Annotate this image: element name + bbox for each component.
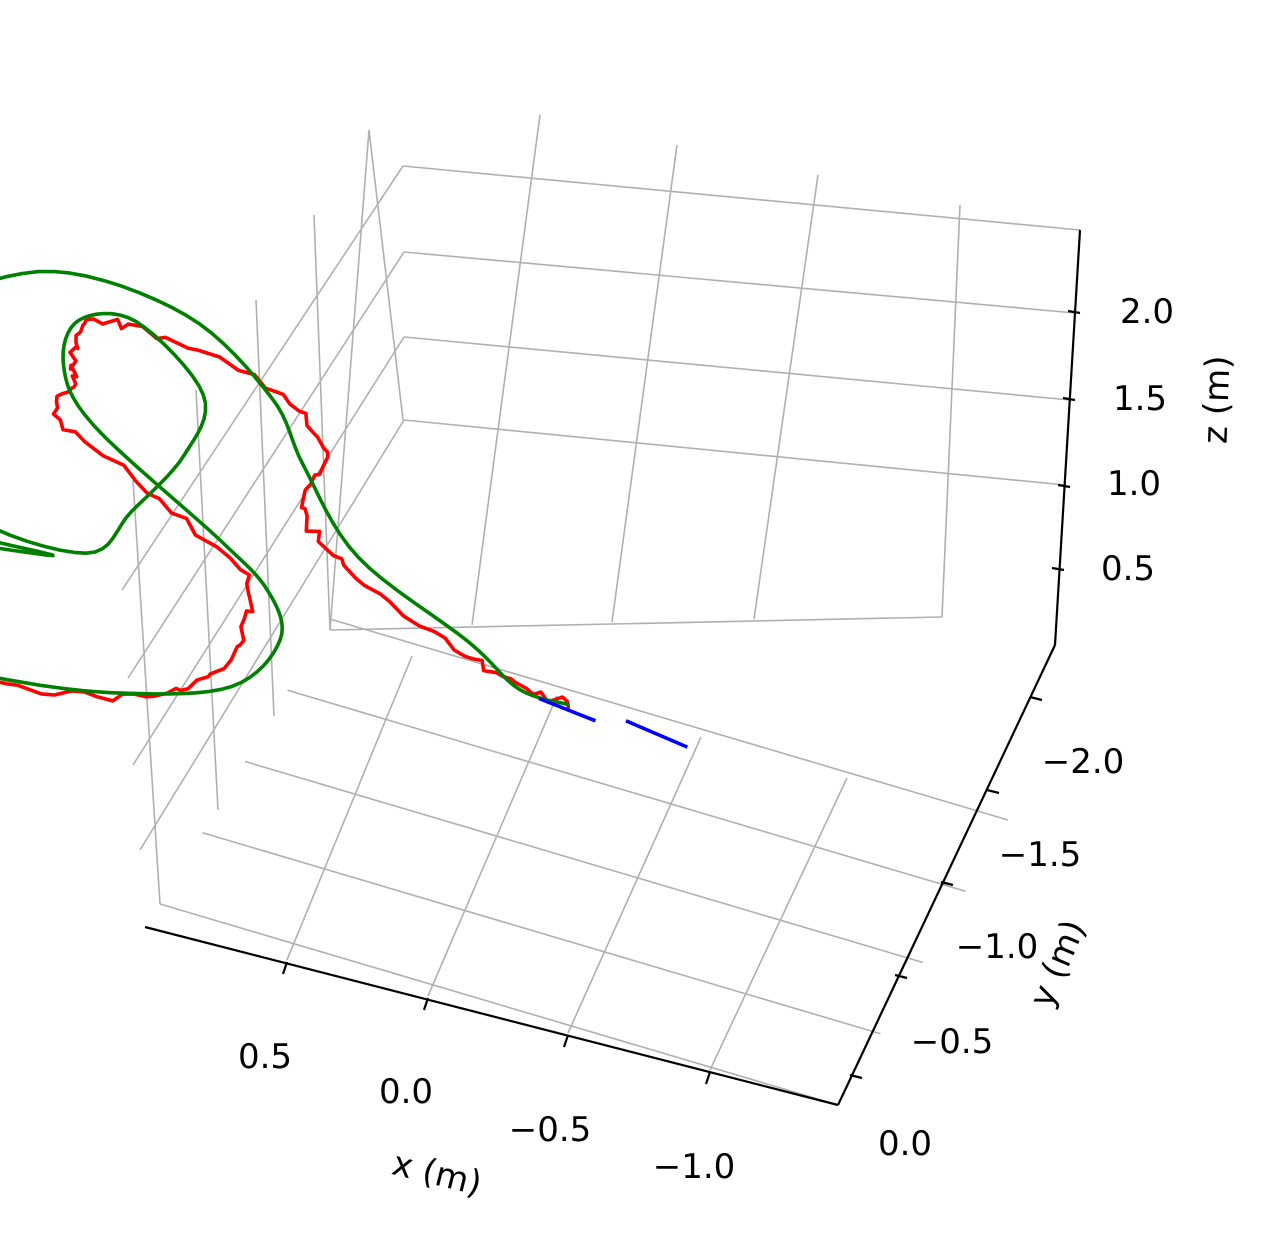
z-tick-label: 1.5 — [1113, 379, 1167, 419]
grid-line-side-horizontal — [139, 419, 405, 851]
grid-line-side-vertical — [255, 299, 275, 717]
y-tick-mark — [894, 973, 908, 980]
x-tick-mark — [562, 1034, 570, 1048]
grid-line-floor-x — [159, 903, 839, 1106]
grid-line-floor-x — [329, 618, 1009, 821]
grid-line-floor-y — [567, 736, 702, 1034]
x-tick-mark — [704, 1071, 712, 1085]
grid — [121, 114, 1081, 1106]
trajectory-series — [0, 269, 689, 749]
grid-line-back-horizontal — [403, 336, 1071, 401]
grid-line-back-horizontal — [402, 165, 1081, 231]
y-tick-label: −2.0 — [1042, 742, 1125, 782]
y-tick-mark — [1029, 695, 1043, 702]
grid-line-side-horizontal — [132, 336, 405, 766]
grid-line-back-horizontal — [403, 419, 1066, 486]
grid-line-floor-y — [709, 777, 848, 1071]
x-tick-label: −1.0 — [653, 1147, 736, 1187]
z-tick-mark — [1051, 566, 1065, 572]
x-tick-mark — [422, 997, 430, 1011]
trajectory-line-2 — [0, 269, 570, 707]
x-tick-label: 0.0 — [379, 1072, 433, 1112]
z-axis-line — [1053, 229, 1082, 646]
x-tick-label: −0.5 — [509, 1110, 592, 1150]
grid-line-floor-y — [286, 655, 413, 961]
grid-line-floor-x — [244, 760, 924, 964]
grid-line-back-vertical — [471, 114, 541, 626]
ticks: 0.5 0.0 −0.5 −1.0 −2.0 −1.5 −1.0 −0.5 0.0 2.0 1.5 1… — [238, 292, 1174, 1187]
x-tick-label: 0.5 — [238, 1037, 292, 1077]
grid-line-back-horizontal — [329, 616, 943, 631]
trajectory-line-1 — [0, 317, 571, 709]
grid-line-floor-x — [202, 831, 881, 1035]
trajectory-line-3 — [538, 696, 597, 723]
y-axis-line — [837, 644, 1056, 1106]
grid-line-back-horizontal — [403, 251, 1076, 314]
grid-line-back-vertical — [941, 204, 961, 618]
y-tick-mark — [940, 880, 954, 887]
axes — [144, 229, 1082, 1107]
x-axis-label: x (m) — [388, 1144, 486, 1205]
z-tick-mark — [1067, 309, 1081, 315]
grid-line-side-vertical — [313, 214, 331, 631]
z-axis-label: z (m) — [1195, 355, 1238, 445]
z-tick-label: 2.0 — [1120, 292, 1174, 332]
grid-line-back-vertical — [329, 129, 370, 631]
grid-line-side-horizontal — [127, 251, 405, 679]
grid-line-side-vertical — [195, 389, 219, 811]
grid-line-side-horizontal — [121, 165, 404, 591]
grid-line-side-vertical — [368, 129, 404, 421]
y-tick-mark — [849, 1073, 863, 1080]
grid-line-back-vertical — [753, 174, 819, 620]
y-tick-label: 0.0 — [878, 1124, 932, 1164]
grid-line-back-vertical — [611, 144, 678, 623]
z-tick-mark — [1057, 483, 1071, 489]
z-tick-label: 1.0 — [1107, 464, 1161, 504]
grid-line-floor-y — [427, 695, 558, 997]
z-tick-label: 0.5 — [1101, 549, 1155, 589]
z-tick-mark — [1062, 396, 1076, 402]
y-tick-label: −1.0 — [956, 927, 1039, 967]
y-tick-mark — [986, 788, 1000, 795]
grid-line-floor-x — [287, 689, 966, 893]
trajectory-line-4 — [625, 719, 689, 749]
x-axis-line — [144, 925, 839, 1107]
x-tick-mark — [281, 961, 289, 975]
y-tick-label: −0.5 — [911, 1022, 994, 1062]
y-tick-label: −1.5 — [999, 835, 1082, 875]
